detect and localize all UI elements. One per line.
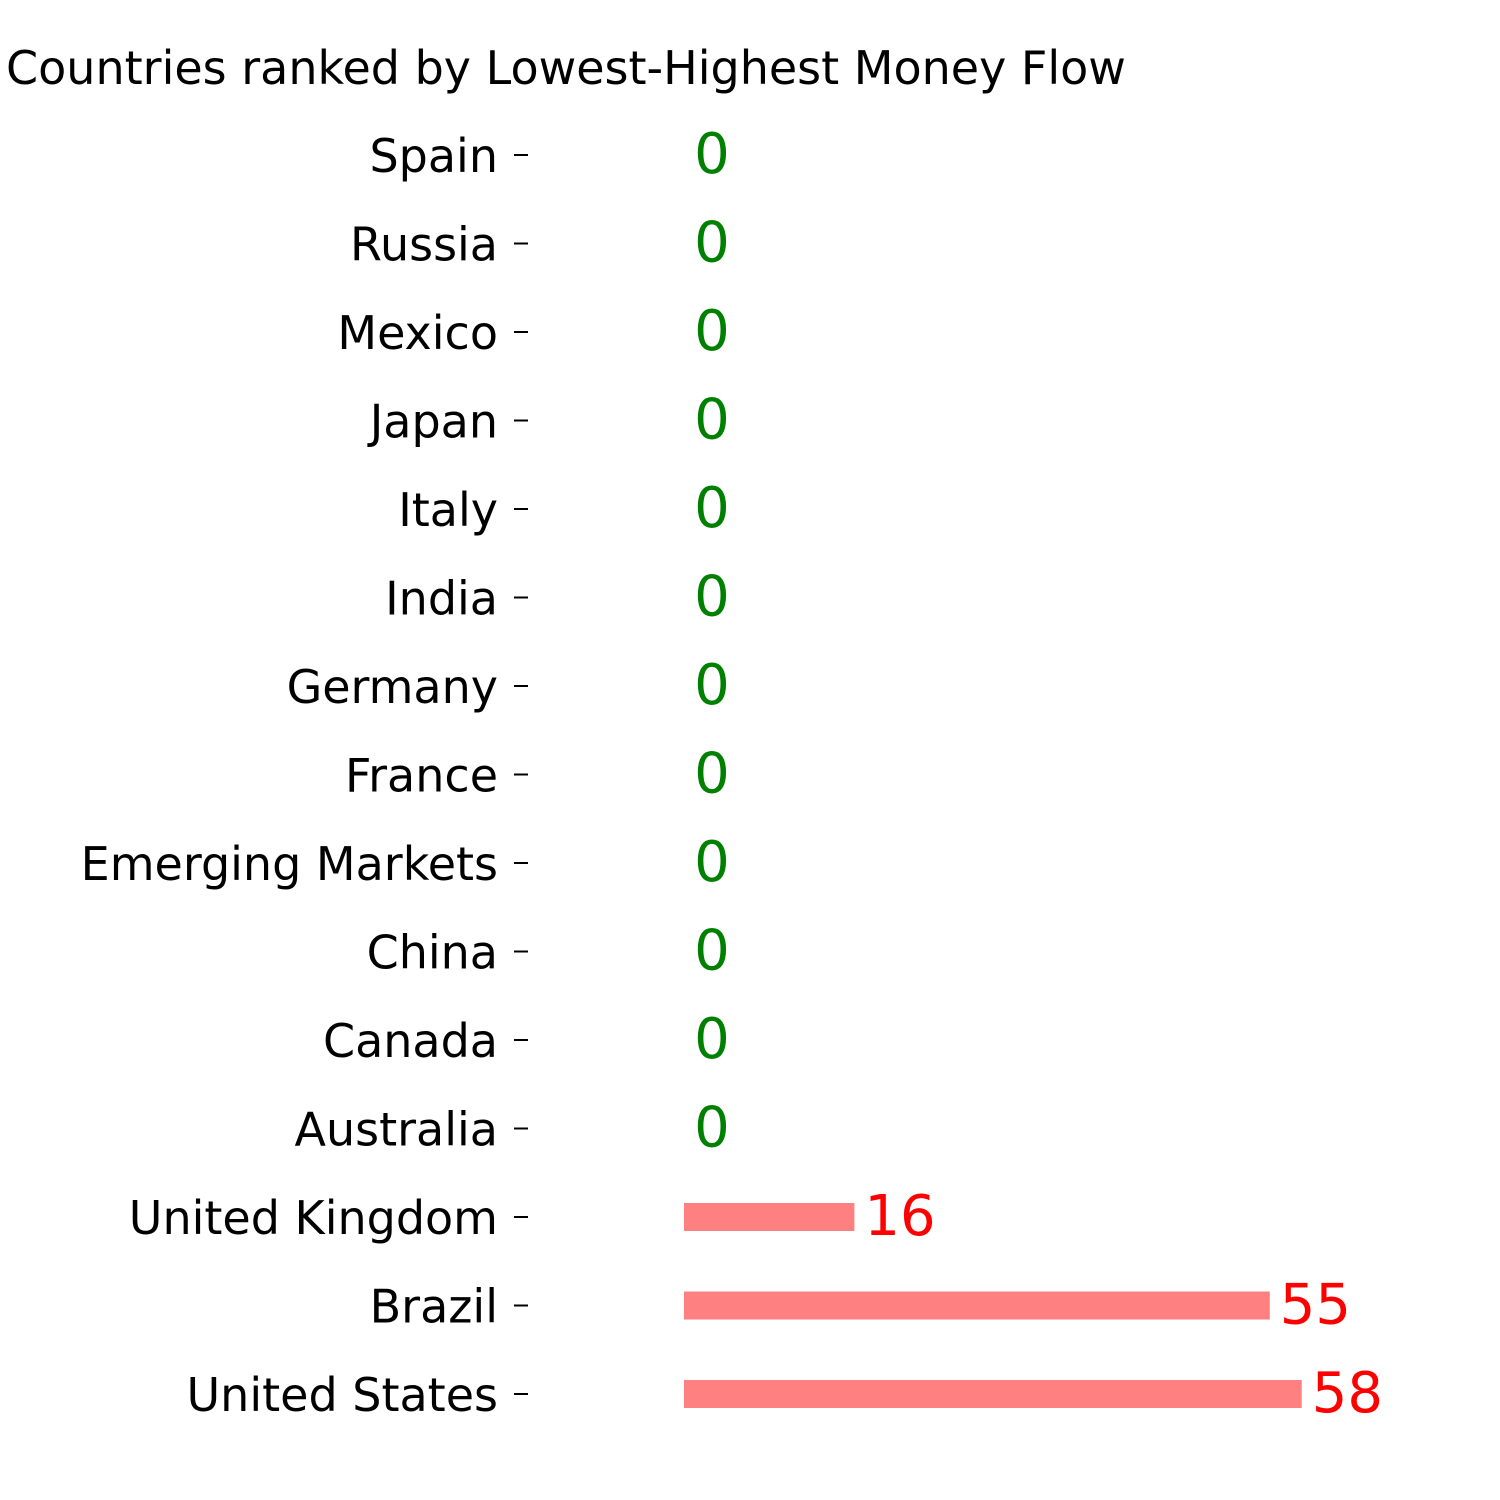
y-tick-label-spain: Spain xyxy=(369,129,498,183)
bars-group xyxy=(684,1203,1302,1408)
y-tick-label-emerging-markets: Emerging Markets xyxy=(81,837,498,891)
y-tick-label-france: France xyxy=(345,749,498,803)
data-label-india: 0 xyxy=(694,565,730,630)
bar-united-kingdom xyxy=(684,1203,855,1231)
y-tick-label-italy: Italy xyxy=(398,483,498,537)
data-label-russia: 0 xyxy=(694,211,730,276)
bar-united-states xyxy=(684,1380,1302,1408)
y-tick-label-mexico: Mexico xyxy=(337,306,498,360)
data-label-france: 0 xyxy=(694,742,730,807)
y-tick-label-japan: Japan xyxy=(367,395,498,449)
data-labels-group: 0 0 0 0 0 0 0 0 0 0 0 0 16 55 58 xyxy=(694,122,1383,1426)
data-label-brazil: 55 xyxy=(1280,1273,1351,1338)
y-tick-label-brazil: Brazil xyxy=(370,1280,498,1334)
data-label-mexico: 0 xyxy=(694,299,730,364)
y-tick-label-united-states: United States xyxy=(187,1368,499,1422)
data-label-australia: 0 xyxy=(694,1096,730,1161)
data-label-emerging-markets: 0 xyxy=(694,830,730,895)
data-label-italy: 0 xyxy=(694,476,730,541)
data-label-canada: 0 xyxy=(694,1007,730,1072)
data-label-united-kingdom: 16 xyxy=(864,1184,935,1249)
data-label-china: 0 xyxy=(694,919,730,984)
y-tick-label-russia: Russia xyxy=(350,218,498,272)
chart-title: Countries ranked by Lowest-Highest Money… xyxy=(6,41,1126,95)
bar-brazil xyxy=(684,1291,1270,1320)
data-label-japan: 0 xyxy=(694,388,730,453)
data-label-united-states: 58 xyxy=(1312,1361,1383,1426)
y-tick-label-australia: Australia xyxy=(295,1103,498,1157)
data-label-spain: 0 xyxy=(694,122,730,187)
y-tick-label-china: China xyxy=(367,926,498,980)
data-label-germany: 0 xyxy=(694,653,730,718)
y-tick-label-canada: Canada xyxy=(323,1014,498,1068)
y-tick-label-united-kingdom: United Kingdom xyxy=(129,1191,498,1245)
y-tick-label-india: India xyxy=(385,572,498,626)
y-axis: Spain Russia Mexico Japan Italy India Germany F… xyxy=(81,129,528,1422)
y-tick-label-germany: Germany xyxy=(287,660,498,714)
